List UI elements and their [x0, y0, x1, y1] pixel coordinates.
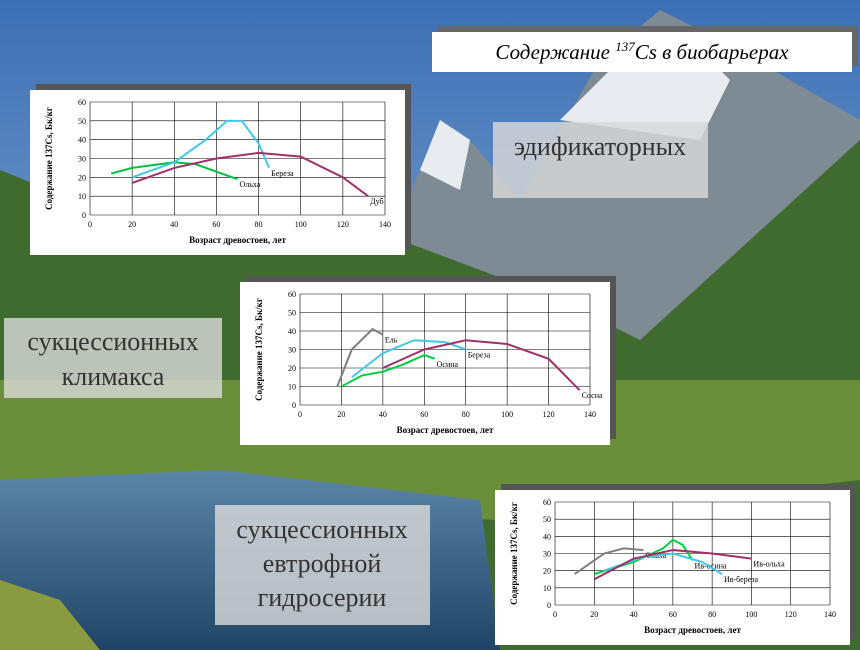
chart: 0 10 20 30 40 50 60 0 20 40 60 80 100 120 140 Возраст д…: [495, 484, 856, 645]
x-tick-label: 40: [630, 610, 638, 619]
x-tick-label: 140: [824, 610, 836, 619]
x-tick-label: 0: [88, 220, 92, 229]
x-tick-label: 100: [745, 610, 757, 619]
y-tick-label: 0: [82, 211, 86, 220]
series-label: Ив-осина: [695, 561, 728, 570]
series-label: Дуб: [370, 197, 383, 206]
y-tick-label: 60: [543, 498, 551, 507]
y-tick-label: 30: [288, 346, 296, 355]
label: гидросерии: [258, 583, 387, 612]
series-label: Ель: [385, 336, 398, 345]
y-tick-label: 10: [543, 584, 551, 593]
x-tick-label: 120: [337, 220, 349, 229]
x-tick-label: 100: [295, 220, 307, 229]
slide-texts: Содержание 137Cs в биобарьерах эдификато…: [4, 26, 858, 625]
y-tick-label: 10: [288, 383, 296, 392]
label: евтрофной: [263, 549, 382, 578]
y-tick-label: 30: [543, 550, 551, 559]
x-tick-label: 140: [379, 220, 391, 229]
x-tick-label: 60: [420, 410, 428, 419]
line-series: [110, 161, 238, 181]
series-label: Сосна: [582, 391, 603, 400]
y-tick-label: 0: [292, 401, 296, 410]
x-tick-label: 120: [543, 410, 555, 419]
y-tick-label: 40: [78, 136, 86, 145]
line-series: [131, 119, 271, 179]
title-text: Cs в биобарьерах: [635, 40, 790, 64]
line-series: [593, 549, 752, 581]
series-label: Береза: [271, 169, 294, 178]
chart: 0 10 20 30 40 50 60 0 20 40 60 80 100 120 140 Возраст д…: [30, 84, 411, 255]
y-tick-label: 40: [288, 327, 296, 336]
x-tick-label: 120: [785, 610, 797, 619]
x-tick-label: 100: [501, 410, 513, 419]
series-label: Осина: [437, 360, 459, 369]
series-label: Ив-ольха: [753, 560, 785, 569]
y-tick-label: 50: [78, 117, 86, 126]
shore: [0, 580, 100, 650]
x-tick-label: 40: [170, 220, 178, 229]
y-tick-label: 20: [288, 364, 296, 373]
x-axis-label: Возраст древостоев, лет: [189, 235, 286, 245]
y-axis-label: Содержание 137Cs, Бк/кг: [509, 502, 519, 605]
line-series: [340, 353, 435, 388]
y-tick-label: 60: [78, 98, 86, 107]
x-tick-label: 20: [128, 220, 136, 229]
y-tick-label: 60: [288, 290, 296, 299]
line-series: [131, 151, 369, 197]
y-tick-label: 20: [78, 173, 86, 182]
x-tick-label: 60: [669, 610, 677, 619]
label-box: [493, 122, 708, 198]
line-series: [351, 339, 467, 379]
x-tick-label: 40: [379, 410, 387, 419]
y-axis-label: Содержание 137Cs, Бк/кг: [254, 298, 264, 401]
x-tick-label: 0: [553, 610, 557, 619]
title-box: [432, 32, 852, 72]
title-text: Содержание: [495, 40, 615, 64]
y-tick-label: 10: [78, 192, 86, 201]
series-label: Береза: [468, 351, 491, 360]
title: Содержание 137Cs в биобарьерах: [495, 39, 789, 64]
label-box: [4, 318, 222, 398]
y-tick-label: 20: [543, 567, 551, 576]
y-tick-label: 30: [78, 155, 86, 164]
x-axis-label: Возраст древостоев, лет: [397, 425, 494, 435]
x-tick-label: 60: [212, 220, 220, 229]
x-tick-label: 140: [584, 410, 596, 419]
series-label: Ив-береза: [724, 575, 759, 584]
line-series: [593, 538, 694, 576]
snow: [420, 120, 470, 190]
label: климакса: [62, 362, 165, 391]
y-tick-label: 40: [543, 532, 551, 541]
x-tick-label: 80: [708, 610, 716, 619]
label-box: [215, 505, 430, 625]
title-sup: 137: [615, 39, 635, 54]
line-series: [382, 339, 581, 391]
y-tick-label: 50: [288, 309, 296, 318]
line-series: [336, 327, 384, 387]
x-tick-label: 80: [462, 410, 470, 419]
x-tick-label: 0: [298, 410, 302, 419]
line-series: [603, 552, 723, 575]
y-tick-label: 0: [547, 601, 551, 610]
chart: 0 10 20 30 40 50 60 0 20 40 60 80 100 120 140 Возраст д…: [240, 276, 616, 445]
label: сукцессионных: [236, 515, 407, 544]
x-tick-label: 20: [337, 410, 345, 419]
line-series: [574, 547, 644, 575]
label: сукцессионных: [27, 327, 198, 356]
y-axis-label: Содержание 137Cs, Бк/кг: [44, 107, 54, 210]
y-tick-label: 50: [543, 515, 551, 524]
series-label: Ольха: [240, 180, 261, 189]
x-axis-label: Возраст древостоев, лет: [644, 625, 741, 635]
x-tick-label: 20: [590, 610, 598, 619]
label: эдификаторных: [514, 132, 686, 161]
x-tick-label: 80: [255, 220, 263, 229]
